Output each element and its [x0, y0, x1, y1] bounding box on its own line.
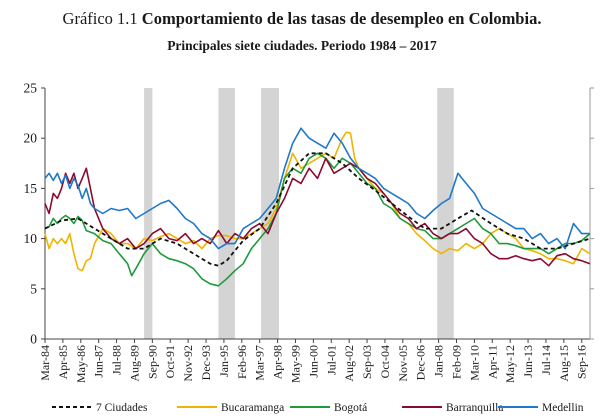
x-tick-label: Jun-87 [92, 345, 106, 378]
x-tick-label: Nov-05 [396, 345, 410, 382]
x-tick-label: Apr-98 [271, 345, 285, 379]
x-tick-label: Jul-88 [110, 345, 124, 375]
x-tick-label: Apr-11 [485, 345, 499, 379]
x-tick-label: Nov-92 [181, 345, 195, 382]
chart-title-main: Comportamiento de las tasas de desempleo… [141, 9, 542, 28]
x-tick-label: Feb-09 [450, 345, 464, 379]
x-tick-label: Mar-97 [253, 345, 267, 381]
x-tick-label: Aug-15 [557, 345, 571, 382]
x-axis-ticks: Mar-84 Apr-85 May-86 Jun-87 Jul-88 Aug-89 Sep-… [38, 339, 589, 383]
legend-label-barranquilla: Barranquilla [446, 402, 503, 414]
chart-title-prefix: Gráfico 1.1 [62, 9, 138, 28]
x-tick-label: Mar-10 [467, 345, 481, 381]
chart-title: Gráfico 1.1 Comportamiento de las tasas … [0, 9, 604, 29]
shaded-period-4 [437, 88, 454, 339]
x-tick-label: Aug-02 [342, 345, 356, 382]
x-tick-label: Jan-08 [432, 345, 446, 377]
x-tick-label: Apr-85 [56, 345, 70, 379]
legend-label-medellin: Medellin [542, 402, 584, 414]
y-tick-label: 0 [30, 332, 37, 347]
series-line-7-ciudades [44, 152, 591, 267]
y-tick-label: 15 [24, 181, 38, 196]
x-tick-label: Aug-89 [127, 345, 141, 382]
x-tick-label: Dec-06 [414, 345, 428, 380]
x-tick-label: Sep-90 [145, 345, 159, 379]
series-line-barranquilla [44, 157, 591, 267]
series-line-bucaramanga [44, 131, 591, 272]
y-axis-ticks: 0 5 10 15 20 25 [24, 81, 594, 347]
x-tick-label: Jun-13 [521, 345, 535, 378]
x-tick-label: May-99 [288, 345, 302, 383]
legend: 7 Ciudades Bucaramanga Bogotá Barranquilla M… [52, 402, 584, 414]
y-tick-label: 5 [30, 281, 37, 296]
x-tick-label: Jun-00 [306, 345, 320, 378]
shaded-periods [144, 88, 454, 339]
x-tick-label: Feb-96 [235, 345, 249, 379]
y-tick-label: 20 [24, 131, 38, 146]
x-tick-label: Jul-01 [324, 345, 338, 375]
x-tick-label: Mar-84 [38, 345, 52, 381]
x-tick-label: Jul-14 [539, 345, 553, 375]
x-tick-label: Oct-91 [163, 345, 177, 378]
series-line-bogota [44, 152, 591, 287]
x-tick-label: Jan-95 [217, 345, 231, 377]
legend-label-bucaramanga: Bucaramanga [221, 402, 284, 414]
shaded-period-1 [144, 88, 153, 339]
x-tick-label: Sep-16 [575, 345, 589, 379]
series-line-medellin [44, 127, 590, 250]
x-tick-label: Oct-04 [378, 345, 392, 378]
legend-label-7-ciudades: 7 Ciudades [96, 402, 148, 414]
legend-label-bogota: Bogotá [334, 402, 367, 414]
chart-subtitle: Principales siete ciudades. Periodo 1984… [167, 38, 437, 53]
x-tick-label: May-86 [74, 345, 88, 383]
x-tick-label: Dec-93 [199, 345, 213, 380]
x-tick-label: May-12 [503, 345, 517, 383]
y-tick-label: 10 [24, 231, 38, 246]
y-tick-label: 25 [24, 81, 38, 96]
x-tick-label: Sep-03 [360, 345, 374, 379]
shaded-period-2 [218, 88, 235, 339]
series-lines [44, 127, 591, 287]
